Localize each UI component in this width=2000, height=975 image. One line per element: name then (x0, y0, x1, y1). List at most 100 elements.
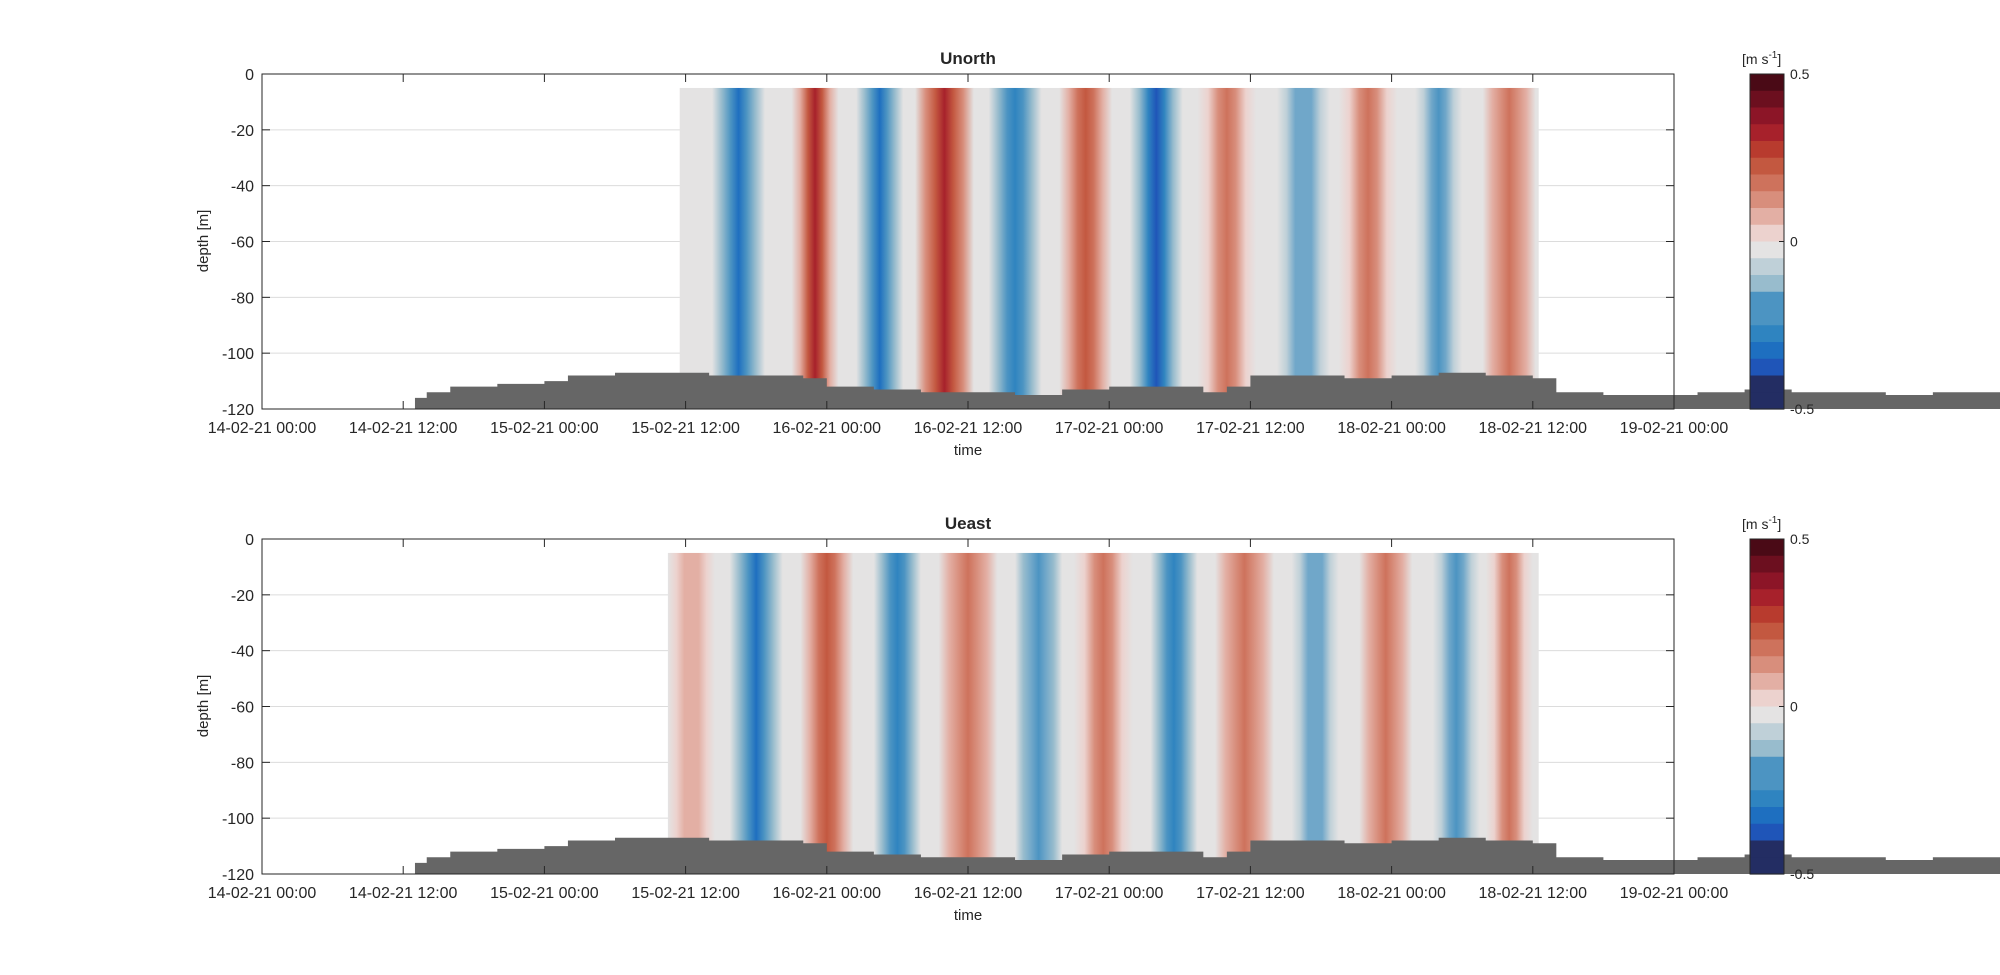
velocity-band (1215, 552, 1274, 869)
colorbar-segment (1750, 392, 1784, 410)
y-tick-label: -100 (222, 811, 254, 828)
colorbar-label-unit: [m s (1742, 51, 1768, 67)
velocity-band (1482, 87, 1536, 404)
x-axis: 14-02-21 00:00 14-02-21 12:00 15-02-21 00:… (208, 539, 1728, 902)
y-tick-label: -20 (231, 588, 254, 605)
colorbar-segment (1750, 790, 1784, 808)
x-tick-label: 17-02-21 00:00 (1055, 885, 1164, 902)
seabed-polygon (414, 372, 2000, 409)
velocity-band (1415, 87, 1463, 404)
x-axis-label: time (954, 907, 982, 924)
colorbar-label-exponent: -1 (1768, 50, 1777, 61)
velocity-band (1129, 87, 1183, 404)
y-tick-label: 0 (245, 67, 254, 84)
y-tick-label: -60 (231, 700, 254, 717)
velocity-band (873, 552, 921, 869)
colorbar-label-end: ] (1777, 516, 1781, 532)
velocity-band (1359, 552, 1413, 869)
colorbar-segment (1750, 689, 1784, 708)
x-tick-label: 14-02-21 00:00 (208, 885, 317, 902)
colorbar-segment (1750, 375, 1784, 393)
seabed-polygon (414, 837, 2000, 874)
colorbar-segment (1750, 656, 1784, 674)
colorbar-tick-label: 0.5 (1790, 66, 1810, 82)
colorbar-tick-label: -0.5 (1790, 866, 1814, 882)
colorbar-segment (1750, 840, 1784, 858)
x-tick-label: 16-02-21 00:00 (773, 420, 882, 437)
colorbar-segment (1750, 275, 1784, 293)
y-tick-label: -40 (231, 179, 254, 196)
colorbar: 0.5 0 -0.5 [m s-1] (1742, 50, 1814, 417)
colorbar-segment (1750, 572, 1784, 590)
colorbar-segment (1750, 342, 1784, 360)
colorbar-segment (1750, 857, 1784, 875)
chart-panel-unorth: Unorth 14-02-21 00:00 14-02-21 12:00 15-02… (195, 49, 2000, 459)
x-axis: 14-02-21 00:00 14-02-21 12:00 15-02-21 00:… (208, 74, 1729, 437)
colorbar-segment (1750, 823, 1784, 842)
seabed-area (414, 372, 2000, 409)
chart-title: Ueast (945, 514, 992, 533)
colorbar-segment (1750, 224, 1784, 243)
colorbar-segment (1750, 740, 1784, 758)
velocity-band (856, 87, 904, 404)
x-tick-label: 15-02-21 12:00 (631, 420, 740, 437)
y-tick-label: -120 (222, 867, 254, 884)
colorbar-segment (1750, 191, 1784, 209)
y-tick-label: -60 (231, 235, 254, 252)
velocity-band (1073, 552, 1133, 869)
y-tick-label: -20 (231, 123, 254, 140)
colorbar: 0.5 0 -0.5 [m s-1] (1742, 515, 1814, 882)
velocity-band (1059, 87, 1113, 404)
colorbar-segment (1750, 358, 1784, 377)
colorbar-tick-label: -0.5 (1790, 401, 1814, 417)
colorbar-segment (1750, 555, 1784, 574)
colorbar-segment (1750, 807, 1784, 825)
colorbar-segment (1750, 308, 1784, 326)
y-tick-label: -40 (231, 644, 254, 661)
colorbar-segment (1750, 622, 1784, 641)
x-tick-label: 15-02-21 00:00 (490, 885, 599, 902)
colorbar-segment (1750, 706, 1784, 724)
x-tick-label: 14-02-21 12:00 (349, 420, 458, 437)
y-tick-label: -120 (222, 402, 254, 419)
x-tick-label: 16-02-21 12:00 (914, 420, 1023, 437)
seabed-area (414, 837, 2000, 874)
velocity-band (1291, 552, 1339, 869)
y-axis-label: depth [m] (195, 210, 212, 273)
colorbar-segment (1750, 773, 1784, 791)
x-axis-label: time (954, 442, 982, 459)
velocity-band (1338, 87, 1398, 404)
x-tick-label: 16-02-21 12:00 (914, 885, 1023, 902)
y-tick-label: 0 (245, 532, 254, 549)
velocity-band (1197, 87, 1257, 404)
velocity-band (988, 87, 1042, 404)
colorbar-segment (1750, 74, 1784, 92)
y-tick-label: -100 (222, 346, 254, 363)
x-tick-label: 18-02-21 12:00 (1479, 420, 1588, 437)
x-tick-label: 19-02-21 00:00 (1620, 420, 1729, 437)
colorbar-segment (1750, 325, 1784, 343)
colorbar-label-unit: [m s (1742, 516, 1768, 532)
colorbar-segment (1750, 639, 1784, 657)
velocity-band (667, 552, 716, 869)
colorbar-segment (1750, 241, 1784, 259)
colorbar-segment (1750, 141, 1784, 159)
x-tick-label: 15-02-21 00:00 (490, 420, 599, 437)
colorbar-tick-label: 0 (1790, 234, 1798, 250)
colorbar-segment (1750, 539, 1784, 557)
colorbar-segment (1750, 723, 1784, 741)
colorbar-tick-label: 0 (1790, 699, 1798, 715)
velocity-band (1485, 552, 1533, 869)
velocity-band (1150, 552, 1198, 869)
y-tick-label: -80 (231, 290, 254, 307)
colorbar-segment (1750, 124, 1784, 142)
x-tick-label: 18-02-21 12:00 (1479, 885, 1588, 902)
colorbar-label: [m s-1] (1742, 515, 1781, 532)
colorbar-segment (1750, 157, 1784, 176)
velocity-band (938, 552, 998, 869)
colorbar-segment (1750, 90, 1784, 109)
x-tick-label: 15-02-21 12:00 (631, 885, 740, 902)
velocity-band (1432, 552, 1480, 869)
colorbar-segment (1750, 107, 1784, 125)
